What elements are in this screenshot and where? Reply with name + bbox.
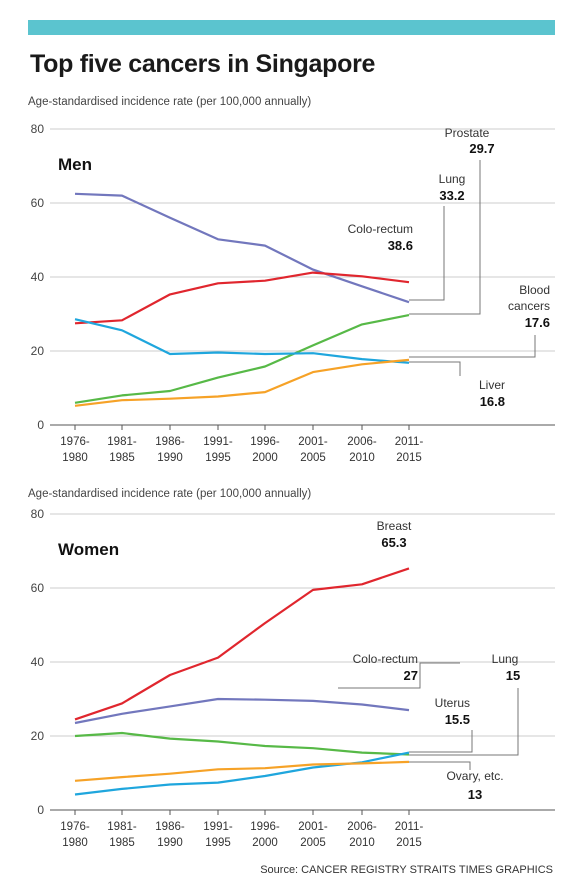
women-series-label: Breast <box>377 519 412 533</box>
men-y-tick-20: 20 <box>31 344 45 358</box>
women-series-value: 15.5 <box>445 712 470 727</box>
women-series-colo-rectum <box>74 697 410 725</box>
women-x-tick-label: 2006- <box>347 821 377 833</box>
men-series-label: cancers <box>508 299 550 313</box>
women-y-axis-title: Age-standardised incidence rate (per 100… <box>28 488 311 500</box>
men-x-tick-label: 1986- <box>155 436 185 448</box>
men-series-value: 17.6 <box>525 315 550 330</box>
men-series-label: Colo-rectum <box>348 222 413 236</box>
men-y-axis-title: Age-standardised incidence rate (per 100… <box>28 96 311 108</box>
men-series-label: Liver <box>479 378 505 392</box>
women-x-tick-label: 2015 <box>396 837 422 849</box>
men-x-tick-label: 2015 <box>396 452 422 464</box>
women-callout-leader <box>338 662 460 689</box>
women-x-tick-label: 1985 <box>109 837 135 849</box>
men-y-tick-60: 60 <box>31 196 45 210</box>
women-x-tick-label: 1980 <box>62 837 88 849</box>
women-x-tick-label: 1981- <box>107 821 137 833</box>
men-series-liver <box>74 318 410 364</box>
women-x-tick-label: 1976- <box>60 821 90 833</box>
men-x-tick-label: 1991- <box>203 436 233 448</box>
men-y-tick-40: 40 <box>31 270 45 284</box>
men-x-tick-label: 2000 <box>252 452 278 464</box>
men-panel-label: Men <box>58 155 92 174</box>
women-x-tick-label: 2011- <box>395 821 424 833</box>
men-series-colo-rectum <box>74 271 410 325</box>
men-series-lung <box>74 192 410 304</box>
men-x-tick-label: 1995 <box>205 452 231 464</box>
women-callout-leader <box>409 761 471 770</box>
men-series-value: 38.6 <box>388 238 413 253</box>
men-callout-leader <box>409 361 461 376</box>
men-x-tick-label: 1980 <box>62 452 88 464</box>
women-y-tick-20: 20 <box>31 729 45 743</box>
men-series-value: 29.7 <box>469 141 494 156</box>
women-series-uterus <box>74 751 410 796</box>
men-series-value: 33.2 <box>439 188 464 203</box>
men-x-tick-label: 2006- <box>347 436 377 448</box>
men-x-tick-label: 2001- <box>298 436 328 448</box>
women-series-label: Lung <box>492 652 519 666</box>
chart-title: Top five cancers in Singapore <box>30 50 376 78</box>
men-callout-leader <box>409 335 536 358</box>
women-series-label: Colo-rectum <box>353 652 418 666</box>
men-series-value: 16.8 <box>480 394 505 409</box>
accent-bar <box>28 20 555 35</box>
men-x-tick-label: 2011- <box>395 436 424 448</box>
men-x-tick-label: 2010 <box>349 452 375 464</box>
men-series-prostate <box>74 314 410 404</box>
men-x-tick-label: 2005 <box>300 452 326 464</box>
women-x-tick-label: 1991- <box>203 821 233 833</box>
women-series-value: 13 <box>468 787 482 802</box>
men-y-tick-80: 80 <box>31 122 45 136</box>
women-y-tick-40: 40 <box>31 655 45 669</box>
women-series-label: Ovary, etc. <box>446 769 503 783</box>
men-series-blood-cancers <box>74 358 410 407</box>
women-series-breast <box>74 567 410 721</box>
women-x-tick-label: 2001- <box>298 821 328 833</box>
men-y-tick-0: 0 <box>37 418 44 432</box>
men-x-tick-label: 1996- <box>250 436 280 448</box>
women-series-value: 65.3 <box>381 535 406 550</box>
women-x-tick-label: 1996- <box>250 821 280 833</box>
women-series-lung <box>74 731 410 756</box>
men-x-tick-label: 1990 <box>157 452 183 464</box>
women-callout-leader <box>409 688 519 756</box>
women-x-tick-label: 1990 <box>157 837 183 849</box>
men-x-tick-label: 1981- <box>107 436 137 448</box>
women-x-tick-label: 2000 <box>252 837 278 849</box>
women-series-value: 27 <box>404 668 418 683</box>
women-series-label: Uterus <box>435 696 470 710</box>
women-x-tick-label: 2005 <box>300 837 326 849</box>
men-x-tick-label: 1976- <box>60 436 90 448</box>
women-panel-label: Women <box>58 540 119 559</box>
women-x-tick-label: 1986- <box>155 821 185 833</box>
source-note: Source: CANCER REGISTRY STRAITS TIMES GR… <box>260 864 553 876</box>
men-series-label: Lung <box>439 172 466 186</box>
women-series-ovary-etc <box>74 760 410 782</box>
women-x-tick-label: 2010 <box>349 837 375 849</box>
men-series-label: Prostate <box>445 126 490 140</box>
men-series-label: Blood <box>519 283 550 297</box>
women-callout-leader <box>409 730 473 753</box>
women-y-tick-0: 0 <box>37 803 44 817</box>
women-y-tick-80: 80 <box>31 507 45 521</box>
women-x-tick-label: 1995 <box>205 837 231 849</box>
women-y-tick-60: 60 <box>31 581 45 595</box>
men-callout-leader <box>409 206 445 301</box>
men-callout-leader <box>409 160 481 315</box>
men-x-tick-label: 1985 <box>109 452 135 464</box>
women-series-value: 15 <box>506 668 520 683</box>
